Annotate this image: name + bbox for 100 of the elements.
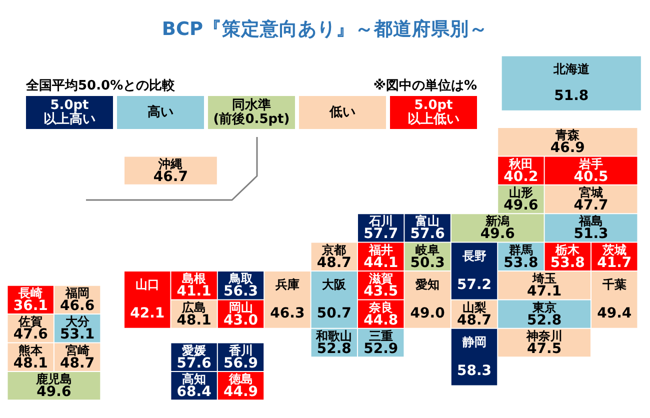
- data-label: 46.3: [270, 306, 305, 322]
- text: 5.0pt以上高い: [44, 98, 96, 127]
- category-label: 富山: [416, 214, 440, 228]
- data-label: 58.3: [456, 363, 492, 380]
- category-label: 香川: [228, 343, 253, 358]
- category-label: 高知: [182, 372, 206, 386]
- category-label: 山口: [135, 277, 160, 292]
- category-label: 鹿児島: [34, 372, 72, 386]
- data-label: 51.8: [554, 88, 589, 104]
- text: 5.0pt以上低い: [408, 98, 460, 127]
- category-label: 三重: [368, 329, 393, 344]
- data-label: 41.7: [597, 254, 632, 271]
- category-label: 青森: [554, 128, 581, 142]
- category-label: 東京: [531, 300, 556, 314]
- category-label: 宮崎: [65, 343, 90, 358]
- text: BCP『策定意向あり』～都道府県別～: [162, 18, 488, 40]
- data-label: 57.6: [176, 355, 212, 372]
- category-label: 大分: [65, 314, 90, 329]
- category-label: 熊本: [18, 343, 44, 358]
- data-label: 48.7: [316, 254, 352, 271]
- data-label: 44.9: [223, 384, 258, 400]
- data-label: 44.1: [364, 254, 398, 271]
- category-label: 山梨: [462, 300, 486, 314]
- data-label: 50.7: [316, 306, 352, 322]
- data-label: 49.0: [410, 306, 446, 322]
- data-label: 50.3: [410, 254, 445, 271]
- category-label: 兵庫: [274, 277, 300, 292]
- data-label: 41.1: [176, 284, 212, 300]
- category-label: 埼玉: [531, 272, 556, 286]
- text: ※図中の単位は%: [373, 78, 477, 94]
- category-label: 北海道: [552, 62, 590, 76]
- data-label: 49.4: [597, 306, 632, 322]
- text: 同水準(前後0.5pt): [213, 98, 290, 127]
- data-label: 53.8: [504, 254, 538, 271]
- category-label: 沖縄: [158, 156, 183, 171]
- text: 低い: [328, 104, 356, 120]
- data-label: 52.8: [316, 341, 352, 358]
- data-label: 48.7: [456, 312, 492, 328]
- data-label: 57.6: [410, 226, 445, 242]
- category-label: 岐阜: [416, 242, 440, 257]
- category-label: 広島: [181, 300, 206, 314]
- data-label: 49.6: [504, 198, 538, 214]
- category-label: 長野: [461, 248, 486, 263]
- data-label: 52.8: [527, 312, 562, 328]
- data-label: 43.0: [223, 312, 258, 328]
- data-label: 68.4: [176, 384, 212, 400]
- data-label: 44.8: [364, 312, 398, 328]
- category-label: 徳島: [228, 372, 253, 386]
- category-label: 奈良: [368, 300, 393, 314]
- category-label: 静岡: [461, 334, 486, 349]
- data-label: 46.7: [153, 168, 188, 185]
- data-label: 53.8: [550, 254, 585, 271]
- data-label: 47.6: [13, 326, 48, 343]
- data-label: 36.1: [13, 298, 48, 314]
- data-label: 56.9: [223, 355, 258, 372]
- data-label: 51.3: [574, 226, 608, 242]
- data-label: 46.9: [550, 140, 585, 156]
- data-label: 47.1: [527, 284, 562, 300]
- category-label: 京都: [321, 242, 346, 257]
- text: 高い: [148, 104, 174, 120]
- data-label: 47.7: [574, 198, 608, 214]
- category-label: 島根: [182, 272, 208, 286]
- category-label: 福岡: [64, 286, 90, 300]
- category-label: 岩手: [578, 156, 603, 171]
- category-label: 新潟: [484, 214, 510, 228]
- data-label: 52.9: [364, 341, 398, 358]
- category-label: 宮城: [579, 186, 603, 200]
- category-label: 長崎: [18, 286, 43, 300]
- category-label: 滋賀: [368, 272, 393, 286]
- category-label: 愛媛: [182, 343, 206, 358]
- category-label: 栃木: [554, 242, 581, 257]
- category-label: 和歌山: [315, 329, 352, 344]
- category-label: 鳥取: [228, 272, 254, 286]
- data-label: 49.6: [480, 226, 515, 242]
- data-label: 57.7: [364, 226, 398, 242]
- data-label: 43.5: [364, 284, 398, 300]
- category-label: 石川: [368, 214, 393, 228]
- category-label: 千葉: [601, 277, 626, 292]
- category-label: 群馬: [508, 242, 533, 257]
- category-label: 福井: [368, 242, 393, 257]
- data-label: 57.2: [456, 276, 492, 293]
- category-label: 福島: [578, 214, 603, 228]
- data-label: 53.1: [60, 326, 95, 343]
- category-label: 大阪: [322, 277, 348, 292]
- data-label: 42.1: [130, 306, 165, 322]
- category-label: 佐賀: [18, 314, 43, 329]
- data-label: 47.5: [527, 341, 562, 358]
- data-label: 48.7: [60, 355, 95, 372]
- data-label: 56.3: [223, 284, 258, 300]
- data-label: 46.6: [60, 298, 95, 314]
- category-label: 岡山: [228, 300, 253, 314]
- data-label: 49.6: [36, 384, 72, 400]
- data-label: 40.5: [574, 168, 608, 185]
- legend-title: 全国平均50.0%との比較: [25, 78, 176, 94]
- data-label: 48.1: [176, 312, 212, 328]
- category-label: 茨城: [601, 242, 626, 257]
- data-label: 40.2: [504, 168, 538, 185]
- category-label: 神奈川: [525, 329, 562, 344]
- category-label: 山形: [508, 186, 533, 200]
- category-label: 愛知: [416, 277, 440, 292]
